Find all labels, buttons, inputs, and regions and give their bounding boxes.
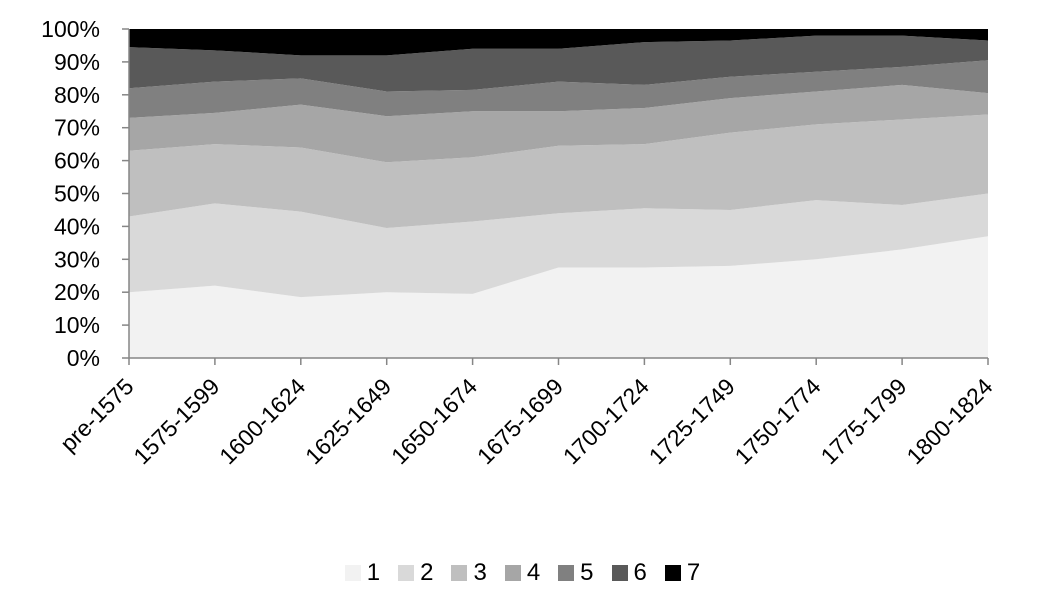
x-tick-label: 1750-1774 [730, 373, 826, 469]
area-series-3 [129, 114, 988, 229]
legend-item-3: 3 [451, 559, 487, 587]
legend-label: 2 [420, 559, 434, 586]
area-series-4 [129, 84, 988, 163]
legend-item-7: 7 [664, 559, 701, 587]
legend-item-6: 6 [611, 559, 647, 587]
area-series-2 [129, 193, 988, 298]
x-tick-label: 1600-1624 [214, 373, 310, 469]
x-tick-label: 1775-1799 [815, 373, 911, 469]
y-tick-label: 80% [54, 82, 100, 108]
area-series-7 [129, 29, 988, 56]
legend-label: 1 [366, 559, 381, 586]
legend: 1 2 3 4 5 6 7 [0, 556, 1045, 590]
area-layers [129, 29, 988, 358]
legend-label: 4 [526, 559, 541, 586]
y-tick-label: 20% [54, 279, 100, 305]
legend-swatch [558, 565, 575, 581]
x-tick-label: 1575-1599 [128, 373, 224, 469]
legend-swatch [398, 565, 415, 581]
legend-item-1: 1 [344, 559, 381, 587]
y-tick-label: 10% [54, 312, 100, 338]
legend-swatch [611, 565, 628, 581]
y-tick-label: 100% [41, 16, 100, 42]
x-tick-label: 1700-1724 [558, 373, 654, 469]
x-tick-label: 1800-1824 [901, 373, 997, 469]
y-tick-label: 50% [54, 181, 100, 207]
y-tick-label: 90% [54, 49, 100, 75]
legend-label: 5 [580, 559, 594, 586]
x-tick-label: 1650-1674 [386, 373, 482, 469]
legend-item-2: 2 [398, 559, 433, 587]
y-tick-label: 60% [54, 148, 100, 174]
legend-swatch [504, 565, 521, 581]
legend-swatch [344, 565, 361, 581]
x-tick-label: 1675-1699 [472, 373, 568, 469]
y-tick-label: 0% [67, 345, 100, 371]
legend-label: 7 [686, 559, 701, 586]
x-tick-label: 1625-1649 [300, 373, 396, 469]
y-tick-label: 30% [54, 246, 100, 272]
area-series-1 [129, 236, 988, 358]
legend-swatch [451, 565, 468, 581]
area-series-5 [129, 60, 988, 118]
legend-label: 3 [473, 559, 487, 586]
y-tick-label: 40% [54, 213, 100, 239]
area-series-6 [129, 35, 988, 92]
legend-item-4: 4 [504, 559, 541, 587]
legend-swatch [664, 565, 681, 581]
y-tick-label: 70% [54, 115, 100, 141]
x-tick-label: 1725-1749 [644, 373, 740, 469]
x-tick-label: pre-1575 [55, 373, 138, 456]
legend-label: 6 [633, 559, 647, 586]
legend-item-5: 5 [558, 559, 594, 587]
